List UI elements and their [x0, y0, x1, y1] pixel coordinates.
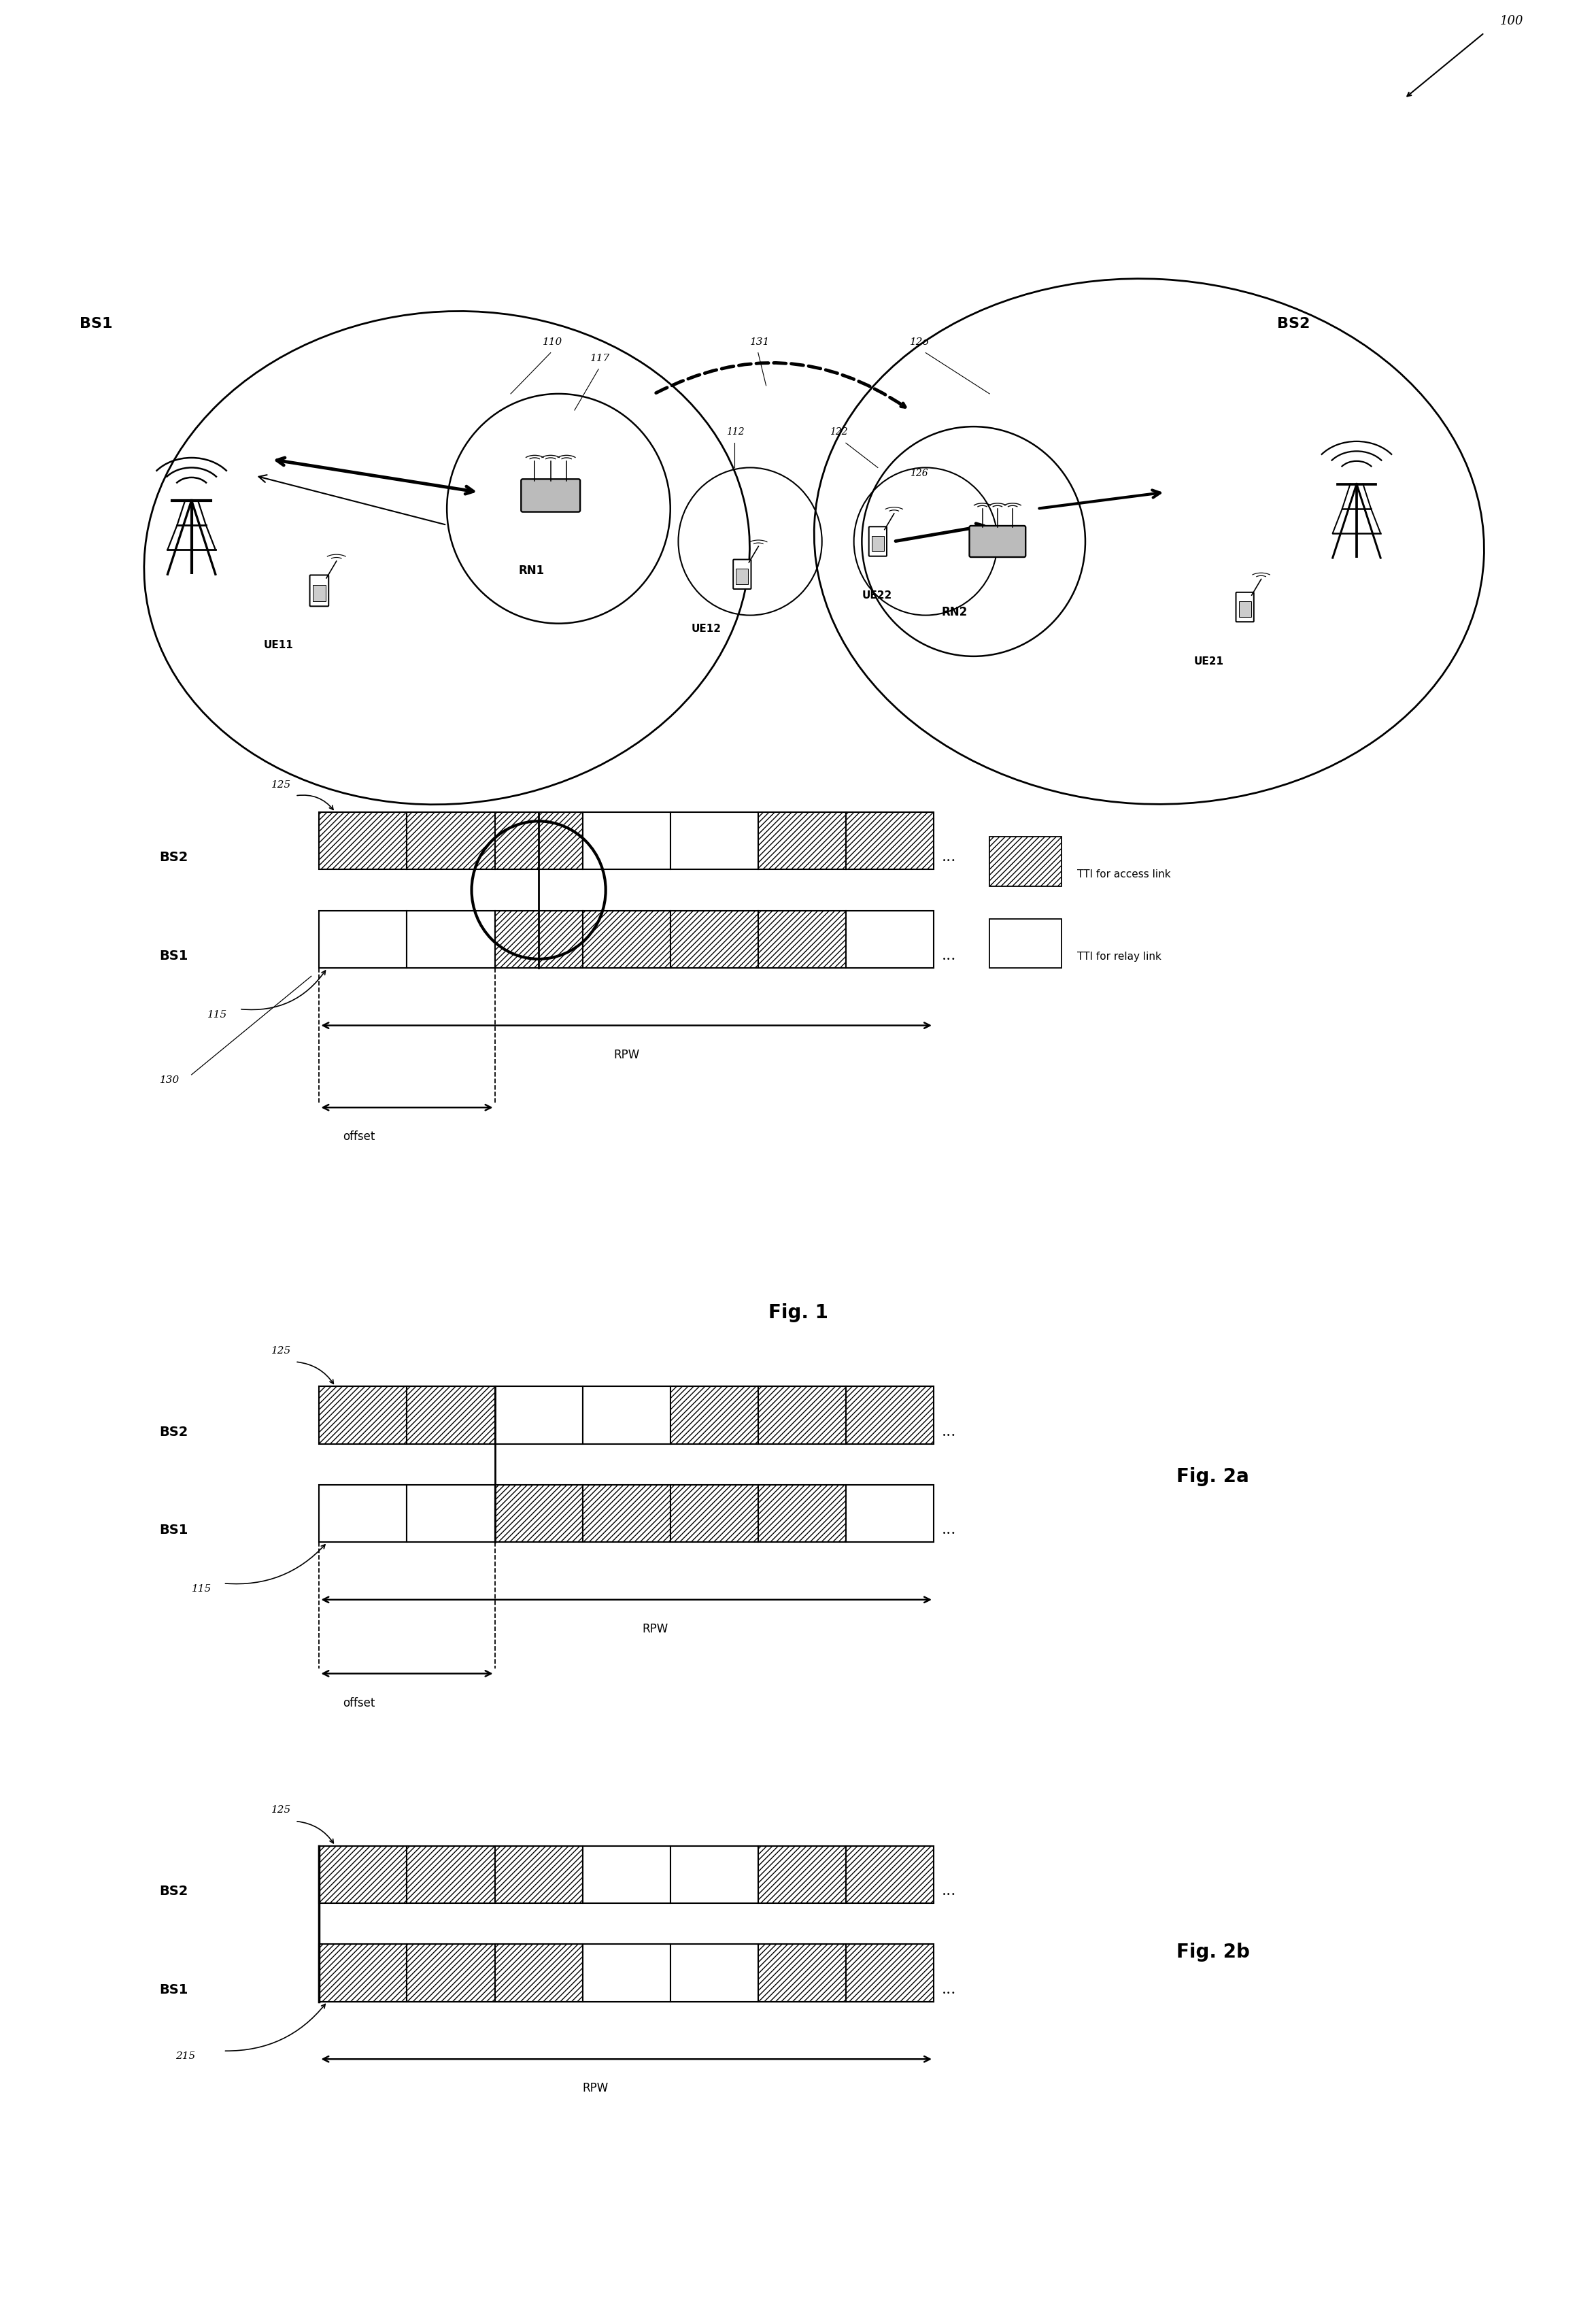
- Text: 110: 110: [543, 338, 562, 347]
- Text: UE21: UE21: [1194, 657, 1224, 666]
- Text: Fig. 2b: Fig. 2b: [1176, 1943, 1250, 1962]
- FancyBboxPatch shape: [310, 574, 329, 606]
- Text: RPW: RPW: [613, 1050, 640, 1061]
- Text: RPW: RPW: [642, 1624, 669, 1635]
- Text: ...: ...: [942, 949, 956, 962]
- Text: UE11: UE11: [263, 641, 294, 650]
- Text: 131: 131: [750, 338, 769, 347]
- Text: BS2: BS2: [160, 1426, 188, 1438]
- Text: RN2: RN2: [942, 606, 967, 618]
- Bar: [1238, 602, 1251, 618]
- FancyBboxPatch shape: [969, 526, 1026, 558]
- Text: BS1: BS1: [80, 317, 113, 331]
- Bar: [846, 813, 934, 871]
- Bar: [495, 910, 583, 967]
- Bar: [670, 1484, 758, 1541]
- Bar: [670, 813, 758, 871]
- Text: 12o: 12o: [910, 338, 929, 347]
- Text: ...: ...: [942, 1884, 956, 1897]
- Bar: [736, 570, 749, 583]
- Bar: [670, 910, 758, 967]
- Text: offset: offset: [343, 1697, 375, 1709]
- Bar: [583, 910, 670, 967]
- Text: 125: 125: [271, 781, 290, 790]
- Text: TTI for relay link: TTI for relay link: [1077, 951, 1162, 962]
- Text: UE22: UE22: [862, 590, 892, 602]
- FancyBboxPatch shape: [520, 480, 581, 512]
- Bar: [758, 1484, 846, 1541]
- Bar: [758, 1943, 846, 2001]
- Bar: [670, 1847, 758, 1904]
- Text: ...: ...: [942, 1424, 956, 1438]
- Bar: [495, 1847, 583, 1904]
- Bar: [990, 919, 1061, 967]
- Bar: [319, 910, 407, 967]
- Text: 112: 112: [726, 427, 744, 436]
- Text: Fig. 2a: Fig. 2a: [1176, 1468, 1250, 1486]
- Bar: [407, 1943, 495, 2001]
- Bar: [495, 1943, 583, 2001]
- Bar: [670, 1387, 758, 1445]
- Bar: [313, 586, 326, 602]
- Text: RPW: RPW: [583, 2083, 608, 2095]
- Text: 130: 130: [160, 1075, 179, 1084]
- Bar: [319, 1387, 407, 1445]
- Text: 117: 117: [591, 354, 610, 363]
- Bar: [319, 1484, 407, 1541]
- Bar: [583, 1847, 670, 1904]
- Bar: [407, 1484, 495, 1541]
- FancyBboxPatch shape: [868, 526, 887, 556]
- Text: BS1: BS1: [160, 949, 188, 962]
- Bar: [319, 1847, 407, 1904]
- Text: Fig. 1: Fig. 1: [768, 1302, 828, 1323]
- FancyBboxPatch shape: [1235, 593, 1254, 622]
- Text: UE12: UE12: [691, 622, 721, 634]
- Text: BS2: BS2: [1277, 317, 1310, 331]
- Text: 100: 100: [1500, 16, 1524, 28]
- Bar: [495, 813, 583, 871]
- FancyBboxPatch shape: [733, 560, 752, 588]
- Text: 115: 115: [207, 1011, 227, 1020]
- Bar: [670, 1943, 758, 2001]
- Text: BS1: BS1: [160, 1523, 188, 1537]
- Text: 125: 125: [271, 1346, 290, 1355]
- Bar: [407, 1847, 495, 1904]
- Bar: [495, 1387, 583, 1445]
- Bar: [407, 910, 495, 967]
- Bar: [846, 1847, 934, 1904]
- Bar: [319, 1943, 407, 2001]
- Bar: [846, 1484, 934, 1541]
- Text: BS2: BS2: [160, 1886, 188, 1897]
- Bar: [990, 836, 1061, 887]
- Bar: [846, 910, 934, 967]
- Text: BS1: BS1: [160, 1982, 188, 1996]
- Text: TTI for access link: TTI for access link: [1077, 871, 1171, 880]
- Text: BS2: BS2: [160, 852, 188, 864]
- Text: RN1: RN1: [519, 565, 544, 577]
- Text: offset: offset: [343, 1130, 375, 1144]
- Text: ...: ...: [942, 1982, 956, 1996]
- Bar: [846, 1943, 934, 2001]
- Text: 115: 115: [192, 1585, 211, 1594]
- Bar: [583, 1484, 670, 1541]
- Text: 126: 126: [910, 469, 927, 478]
- Bar: [846, 1387, 934, 1445]
- Text: 122: 122: [830, 427, 847, 436]
- Bar: [407, 813, 495, 871]
- Bar: [583, 1387, 670, 1445]
- Text: ...: ...: [942, 1523, 956, 1537]
- Text: 215: 215: [176, 2051, 195, 2060]
- Bar: [758, 910, 846, 967]
- Bar: [583, 813, 670, 871]
- Bar: [583, 1943, 670, 2001]
- Bar: [758, 1387, 846, 1445]
- Text: ...: ...: [942, 850, 956, 864]
- Text: 125: 125: [271, 1805, 290, 1815]
- Bar: [495, 1484, 583, 1541]
- Bar: [871, 535, 884, 551]
- Bar: [407, 1387, 495, 1445]
- Bar: [758, 1847, 846, 1904]
- Bar: [758, 813, 846, 871]
- Bar: [319, 813, 407, 871]
